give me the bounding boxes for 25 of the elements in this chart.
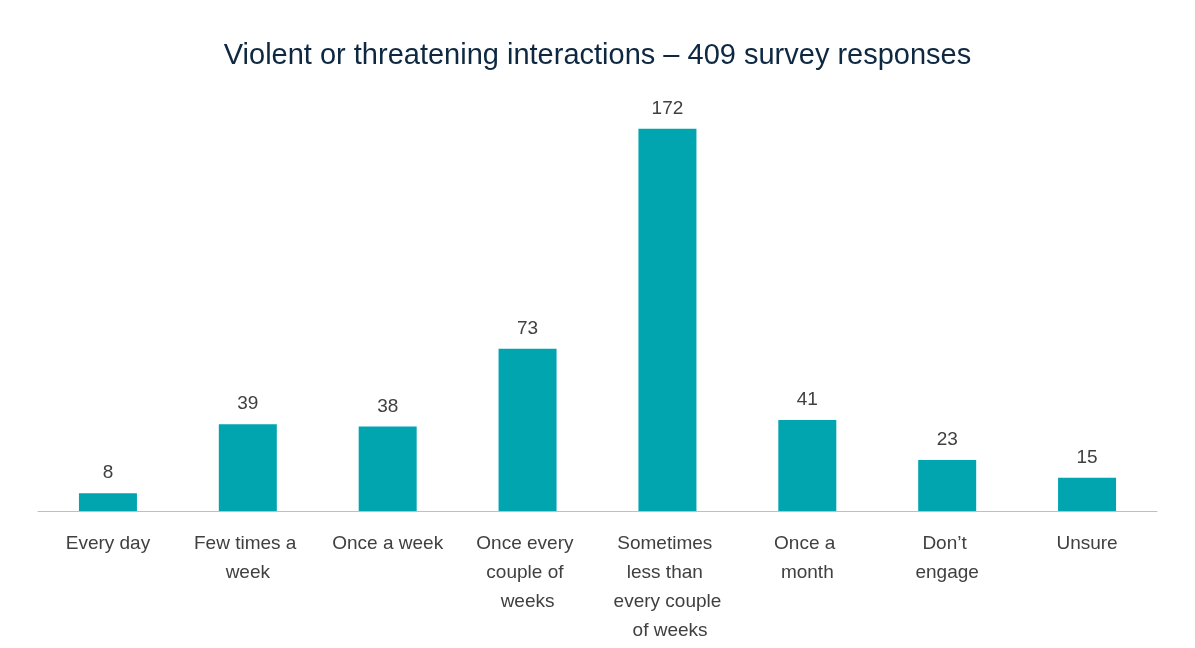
bar <box>1058 477 1117 511</box>
x-tick-label: Sometimes less than every couple of weeks <box>613 532 722 640</box>
data-label: 41 <box>796 387 818 409</box>
x-tick-label: Once a week <box>332 532 444 553</box>
bar <box>778 419 837 511</box>
x-tick-label: Few times a week <box>193 532 302 582</box>
data-label: 8 <box>102 461 114 483</box>
x-tick-label: Every day <box>65 532 151 553</box>
x-tick-label: Once a month <box>774 532 841 582</box>
bar <box>218 424 277 511</box>
bar <box>498 348 557 511</box>
data-label: 23 <box>936 427 958 449</box>
bar <box>638 128 697 511</box>
x-tick-label: Don’t engage <box>915 532 979 582</box>
data-label: 15 <box>1076 445 1098 467</box>
x-tick-label: Once every couple of weeks <box>476 532 579 611</box>
data-label: 38 <box>377 394 399 416</box>
chart-title: Violent or threatening interactions – 409 survey responses <box>223 37 972 70</box>
data-label: 73 <box>516 316 539 338</box>
x-tick-label: Unsure <box>1056 532 1118 553</box>
bar <box>918 459 977 511</box>
bar <box>358 426 417 511</box>
bar <box>78 493 137 511</box>
data-label: 172 <box>651 96 684 118</box>
data-label: 39 <box>237 392 259 414</box>
